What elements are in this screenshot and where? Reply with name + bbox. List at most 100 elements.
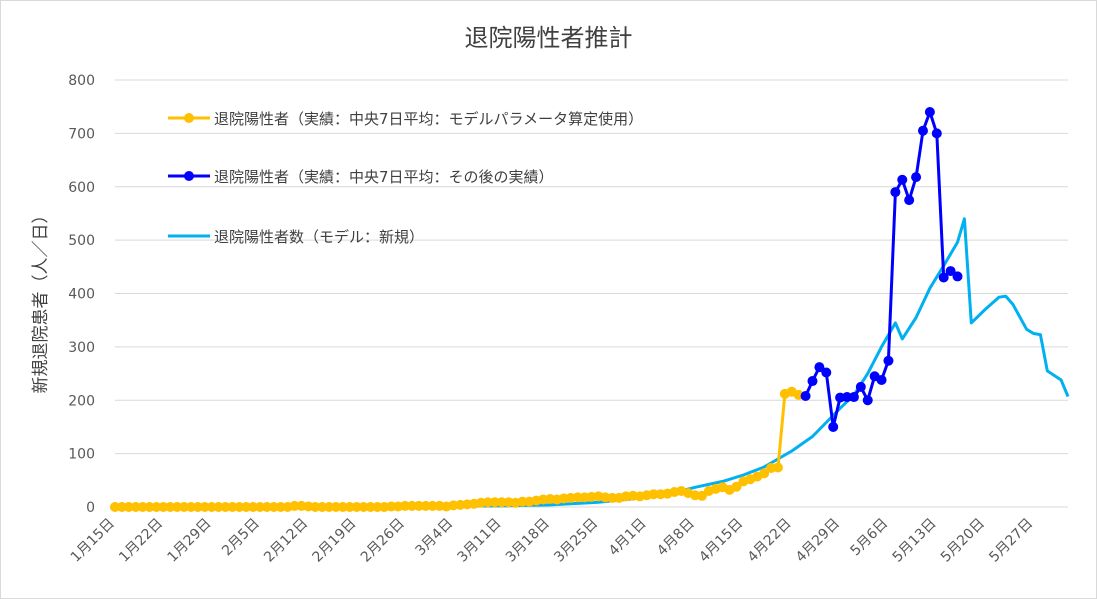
series-line-2	[329, 217, 1070, 509]
y-axis-ticks: 0 100 200 300 400 500 600 700 800	[68, 73, 95, 516]
x-tick-label: 2月19日	[310, 516, 360, 566]
data-point	[496, 497, 507, 508]
y-tick-label: 600	[68, 180, 95, 196]
data-point	[365, 502, 376, 512]
x-tick-label: 5月13日	[890, 516, 940, 566]
data-point	[330, 502, 341, 512]
data-point	[897, 174, 908, 185]
data-point	[952, 271, 963, 282]
data-point	[372, 502, 383, 512]
data-point	[648, 489, 659, 500]
data-point	[862, 395, 873, 406]
data-point	[358, 502, 369, 512]
legend-label: 退院陽性者（実績：中央7日平均：モデルパラメータ算定使用）	[214, 110, 643, 128]
data-point	[821, 367, 832, 378]
data-point	[261, 502, 272, 512]
data-point	[427, 500, 438, 511]
data-point	[165, 502, 176, 512]
y-tick-label: 200	[68, 393, 95, 409]
data-point	[351, 502, 362, 512]
legend: 退院陽性者（実績：中央7日平均：モデルパラメータ算定使用） 退院陽性者（実績：中央…	[168, 110, 643, 246]
data-point	[137, 502, 148, 512]
y-tick-label: 500	[68, 233, 95, 249]
x-tick-label: 3月11日	[455, 516, 505, 566]
data-point	[220, 502, 231, 512]
data-point	[275, 502, 286, 512]
data-point	[489, 497, 500, 508]
x-tick-label: 1月29日	[164, 516, 214, 566]
data-point	[199, 502, 210, 512]
data-point	[172, 502, 183, 512]
data-point	[848, 392, 859, 403]
legend-marker	[184, 113, 194, 123]
data-point	[206, 502, 217, 512]
y-tick-label: 700	[68, 126, 95, 142]
legend-label: 退院陽性者数（モデル：新規）	[214, 228, 424, 246]
data-point	[911, 172, 922, 183]
x-tick-label: 5月27日	[986, 516, 1036, 566]
x-tick-label: 1月22日	[116, 516, 166, 566]
data-point	[945, 266, 956, 277]
data-point	[234, 502, 245, 512]
data-point	[144, 502, 155, 512]
data-point	[317, 502, 328, 512]
data-point	[289, 500, 300, 511]
data-point	[192, 502, 203, 512]
data-point	[876, 374, 887, 385]
data-point	[123, 502, 134, 512]
data-point	[572, 492, 583, 503]
data-point	[800, 390, 811, 401]
x-tick-label: 4月1日	[606, 516, 650, 560]
data-point	[158, 502, 169, 512]
data-point	[759, 468, 770, 479]
data-point	[179, 502, 190, 512]
data-point	[904, 195, 915, 206]
series-line-0	[115, 390, 800, 509]
y-axis-label: 新規退院患者（人／日）	[31, 207, 51, 394]
data-point	[890, 187, 901, 198]
x-tick-label: 1月15日	[68, 516, 118, 566]
data-point	[420, 500, 431, 511]
data-point	[924, 107, 935, 118]
x-tick-label: 5月6日	[848, 516, 892, 560]
x-tick-label: 4月15日	[696, 516, 746, 566]
x-tick-label: 4月29日	[793, 516, 843, 566]
y-tick-label: 300	[68, 340, 95, 356]
x-tick-label: 2月26日	[358, 516, 408, 566]
data-point	[110, 502, 120, 512]
data-point	[344, 502, 355, 512]
data-point	[248, 502, 259, 512]
data-point	[828, 421, 839, 432]
data-point	[517, 496, 528, 507]
data-point	[400, 500, 411, 511]
x-tick-label: 3月18日	[503, 516, 553, 566]
x-tick-label: 4月8日	[654, 516, 698, 560]
data-point	[337, 502, 348, 512]
data-point	[310, 502, 321, 512]
x-tick-label: 3月4日	[412, 516, 456, 560]
data-point	[731, 481, 742, 492]
data-point	[268, 502, 279, 512]
data-point	[607, 492, 618, 503]
data-point	[917, 125, 928, 136]
data-point	[151, 502, 162, 512]
data-point	[386, 501, 397, 512]
data-point	[883, 355, 894, 366]
data-point	[241, 502, 252, 512]
data-point	[807, 376, 818, 387]
legend-label: 退院陽性者（実績：中央7日平均：その後の実績）	[214, 168, 554, 186]
data-point	[130, 502, 141, 512]
data-point	[842, 392, 853, 403]
x-tick-label: 3月25日	[551, 516, 601, 566]
y-tick-label: 0	[86, 500, 95, 516]
y-tick-label: 800	[68, 73, 95, 89]
x-tick-label: 2月12日	[261, 516, 311, 566]
data-point	[324, 502, 335, 512]
y-tick-label: 400	[68, 287, 95, 303]
data-point	[814, 362, 825, 373]
data-point	[938, 272, 949, 283]
y-tick-label: 100	[68, 447, 95, 463]
gridlines	[115, 79, 1068, 508]
